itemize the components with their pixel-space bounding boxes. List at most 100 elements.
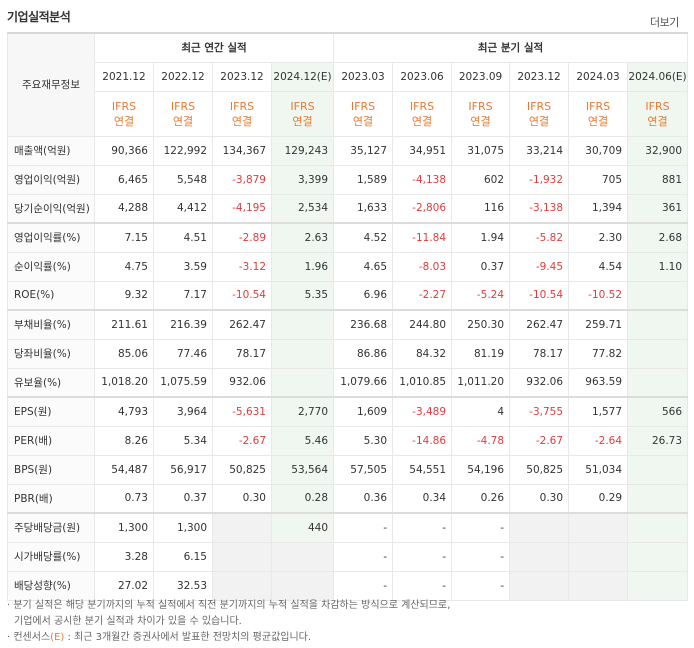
table-cell: - xyxy=(451,541,511,572)
table-cell: 262.47 xyxy=(212,309,272,340)
row-label[interactable]: PER(배) xyxy=(7,425,95,456)
table-cell: -3,879 xyxy=(212,164,272,195)
table-cell: -3,489 xyxy=(392,396,453,427)
table-cell: 1,075.59 xyxy=(153,367,213,398)
consolidated-label: 연결 xyxy=(647,114,668,128)
footnotes: · 분기 실적은 해당 분기까지의 누적 실적에서 직전 분기까지의 누적 실적… xyxy=(7,598,450,646)
table-cell: 250.30 xyxy=(451,309,511,340)
table-cell: 2,770 xyxy=(270,396,335,427)
table-cell: 81.19 xyxy=(451,338,511,369)
table-cell: 1,633 xyxy=(333,193,394,224)
table-row: ROE(%) 9.32 7.17 -10.54 5.35 6.96 -2.27 -5.24 -1… xyxy=(7,280,689,311)
table-cell: 1.94 xyxy=(451,222,511,253)
consolidated-label: 연결 xyxy=(587,114,609,128)
accounting-standard: IFRS 연결 xyxy=(568,90,629,137)
table-cell: 6,465 xyxy=(94,164,154,195)
table-cell: 5,548 xyxy=(153,164,213,195)
table-cell: 84.32 xyxy=(392,338,453,369)
table-cell: 30,709 xyxy=(568,135,629,166)
table-cell: 3.59 xyxy=(153,251,213,282)
table-cell: - xyxy=(451,570,511,601)
table-cell: 1,300 xyxy=(94,512,154,543)
table-cell: 0.34 xyxy=(392,483,453,514)
table-cell: -5.82 xyxy=(509,222,570,253)
row-label[interactable]: EPS(원) xyxy=(7,396,95,427)
table-cell: 32.53 xyxy=(153,570,213,601)
accounting-standard: IFRS 연결 xyxy=(451,90,511,137)
table-cell xyxy=(627,338,689,369)
table-cell: 1,577 xyxy=(568,396,629,427)
table-cell: 53,564 xyxy=(270,454,335,485)
table-cell: -9.45 xyxy=(509,251,570,282)
table-cell: 78.17 xyxy=(212,338,272,369)
row-label[interactable]: PBR(배) xyxy=(7,483,95,514)
table-cell: 0.28 xyxy=(270,483,335,514)
row-label[interactable]: ROE(%) xyxy=(7,280,95,311)
row-label[interactable]: 매출액(억원) xyxy=(7,135,95,166)
table-cell: 51,034 xyxy=(568,454,629,485)
row-label[interactable]: 당좌비율(%) xyxy=(7,338,95,369)
table-cell: 134,367 xyxy=(212,135,272,166)
table-cell: 7.15 xyxy=(94,222,154,253)
accounting-standard: IFRS 연결 xyxy=(212,90,272,137)
table-cell xyxy=(212,512,272,543)
table-cell: 54,487 xyxy=(94,454,154,485)
row-label[interactable]: 영업이익(억원) xyxy=(7,164,95,195)
consolidated-label: 연결 xyxy=(352,114,374,128)
ifrs-label: IFRS xyxy=(290,99,315,113)
table-cell xyxy=(627,512,689,543)
table-cell xyxy=(568,570,629,601)
table-cell: 4 xyxy=(451,396,511,427)
table-row: EPS(원) 4,793 3,964 -5,631 2,770 1,609 -3,489 4-… xyxy=(7,396,689,427)
table-cell: -5,631 xyxy=(212,396,272,427)
consolidated-label: 연결 xyxy=(528,114,550,128)
table-cell: 129,243 xyxy=(270,135,335,166)
row-label[interactable]: 배당성향(%) xyxy=(7,570,95,601)
footnote-3-prefix: · 컨센서스 xyxy=(7,632,51,643)
table-cell: 1,609 xyxy=(333,396,394,427)
table-cell: 3,964 xyxy=(153,396,213,427)
table-cell: -3.12 xyxy=(212,251,272,282)
consolidated-label: 연결 xyxy=(292,114,313,128)
row-label[interactable]: 순이익률(%) xyxy=(7,251,95,282)
table-cell: - xyxy=(392,541,453,572)
row-label[interactable]: BPS(원) xyxy=(7,454,95,485)
more-link[interactable]: 더보기 xyxy=(650,16,679,29)
table-cell: -2.27 xyxy=(392,280,453,311)
table-cell: -14.86 xyxy=(392,425,453,456)
table-cell: - xyxy=(392,512,453,543)
row-label[interactable]: 유보율(%) xyxy=(7,367,95,398)
table-cell: 5.34 xyxy=(153,425,213,456)
table-cell: 78.17 xyxy=(509,338,570,369)
row-label[interactable]: 당기순이익(억원) xyxy=(7,193,95,224)
table-cell: -11.84 xyxy=(392,222,453,253)
row-label[interactable]: 시가배당률(%) xyxy=(7,541,95,572)
table-cell: -2,806 xyxy=(392,193,453,224)
row-label[interactable]: 주당배당금(원) xyxy=(7,512,95,543)
table-cell: 33,214 xyxy=(509,135,570,166)
table-cell: 4.52 xyxy=(333,222,394,253)
ifrs-label: IFRS xyxy=(111,99,137,113)
table-label-header: 주요재무정보 xyxy=(7,32,95,137)
table-cell: 5.35 xyxy=(270,280,335,311)
table-cell: 85.06 xyxy=(94,338,154,369)
table-cell: -2.67 xyxy=(509,425,570,456)
table-cell: 963.59 xyxy=(568,367,629,398)
row-label[interactable]: 영업이익률(%) xyxy=(7,222,95,253)
table-cell: 6.96 xyxy=(333,280,394,311)
section-title: 기업실적분석 xyxy=(7,10,71,24)
accounting-standard: IFRS 연결 xyxy=(333,90,394,137)
table-cell: 262.47 xyxy=(509,309,570,340)
table-row: 매출액(억원) 90,366 122,992 134,367 129,243 35,127… xyxy=(7,135,689,166)
table-cell xyxy=(509,512,570,543)
table-cell: -5.24 xyxy=(451,280,511,311)
consolidated-label: 연결 xyxy=(231,114,253,128)
ifrs-label: IFRS xyxy=(645,99,670,113)
table-cell: 116 xyxy=(451,193,511,224)
table-cell xyxy=(270,338,335,369)
table-cell: -4,195 xyxy=(212,193,272,224)
row-label[interactable]: 부채비율(%) xyxy=(7,309,95,340)
table-cell: 31,075 xyxy=(451,135,511,166)
table-cell: - xyxy=(451,512,511,543)
table-row: 당기순이익(억원) 4,288 4,412 -4,195 2,534 1,633 -2,80… xyxy=(7,193,689,224)
